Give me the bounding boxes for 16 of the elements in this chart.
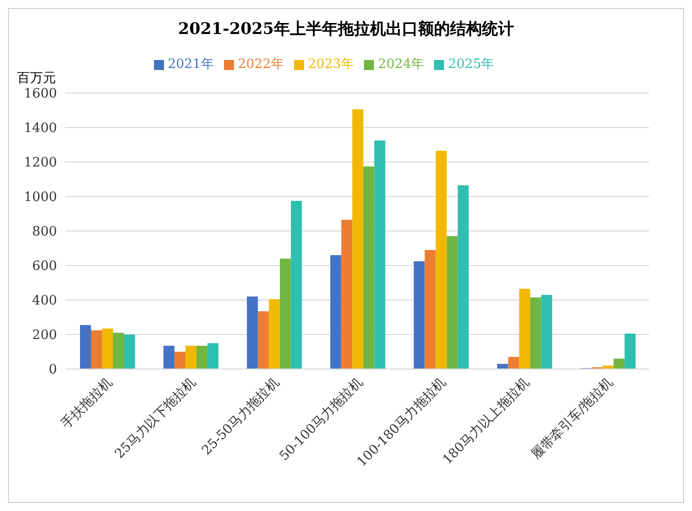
legend-label: 2021年: [168, 57, 214, 72]
y-tick-label: 400: [32, 294, 57, 309]
y-axis-title: 百万元: [17, 70, 56, 87]
y-tick-label: 600: [32, 259, 57, 274]
y-tick-label: 1200: [24, 156, 57, 171]
legend-label: 2024年: [378, 57, 424, 72]
y-tick-label: 200: [32, 328, 57, 344]
chart-title: 2021-2025年上半年拖拉机出口额的结构统计: [177, 18, 515, 40]
y-tick-label: 0: [48, 362, 57, 378]
legend-label: 2025年: [448, 57, 494, 72]
y-tick-label: 1000: [24, 190, 57, 206]
y-tick-label: 800: [32, 224, 57, 240]
y-tick-label: 1400: [24, 121, 57, 136]
legend-label: 2022年: [238, 57, 284, 72]
y-tick-label: 1600: [24, 86, 57, 102]
legend-label: 2023年: [308, 57, 354, 72]
